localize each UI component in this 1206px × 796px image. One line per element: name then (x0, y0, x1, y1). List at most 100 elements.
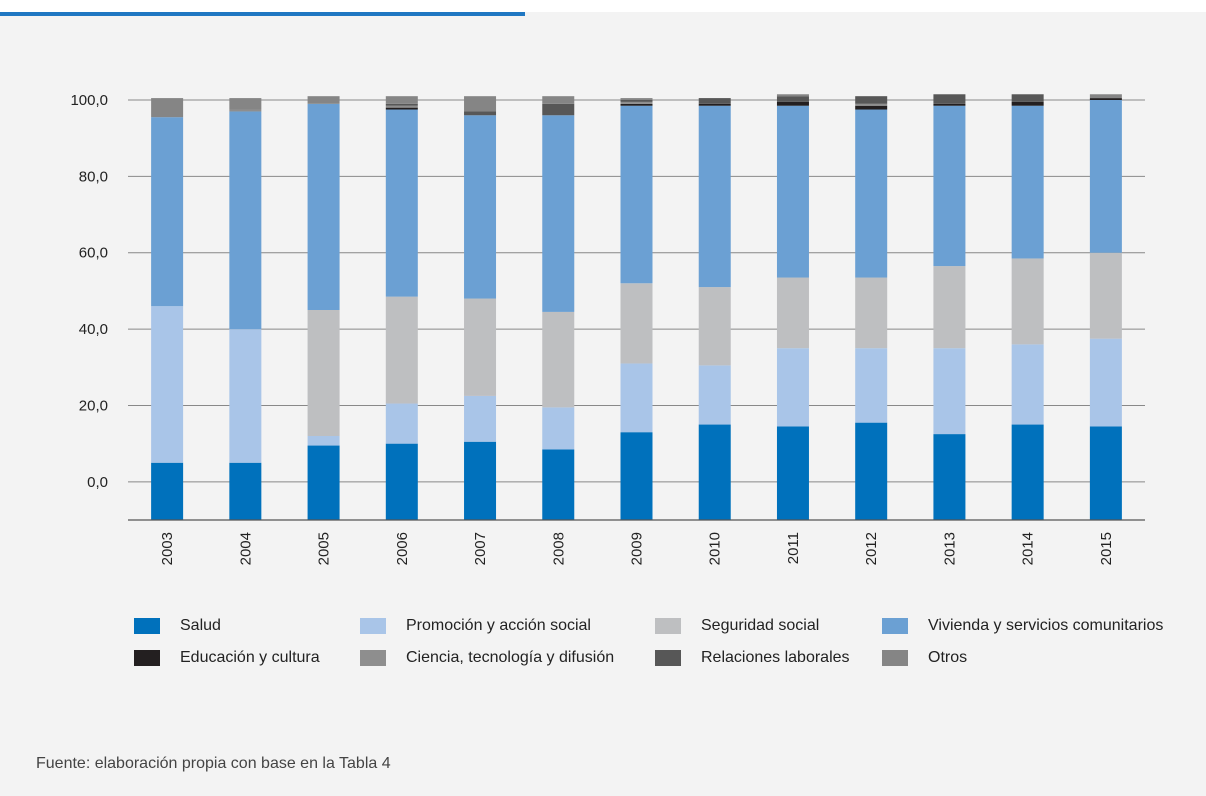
bar-segment (933, 348, 966, 435)
bar-segment (385, 403, 418, 444)
bar-segment (620, 105, 653, 284)
bar-segment (776, 426, 809, 520)
bar-segment (855, 277, 888, 349)
bar-segment (385, 107, 418, 110)
bar-segment (1011, 101, 1044, 106)
bar-segment (151, 98, 184, 118)
bar-segment (229, 462, 262, 520)
bar-segment (385, 96, 418, 104)
x-tick-label: 2004 (237, 532, 254, 565)
x-tick-label: 2005 (316, 532, 333, 565)
bar-segment (307, 445, 340, 520)
bar-segment (307, 96, 340, 104)
x-tick-label: 2008 (550, 532, 567, 565)
bar-segment (776, 277, 809, 349)
bar-segment (1011, 258, 1044, 345)
bar-segment (620, 363, 653, 433)
bar-segment (151, 117, 184, 307)
bar-segment (385, 296, 418, 404)
bar-segment (776, 105, 809, 278)
bar-segment (464, 298, 497, 396)
bar-segment (776, 96, 809, 102)
bar-segment (933, 105, 966, 267)
y-tick-label: 100,0 (70, 92, 108, 109)
source-note: Fuente: elaboración propia con base en l… (36, 755, 391, 772)
bar-segment (542, 311, 575, 408)
bar-segment (776, 101, 809, 106)
x-tick-label: 2009 (629, 532, 646, 565)
bar-segment (385, 105, 418, 108)
bar-segment (855, 103, 888, 106)
y-tick-label: 80,0 (79, 168, 108, 185)
bar-segment (933, 94, 966, 104)
bar-segment (307, 310, 340, 436)
bar-segment (307, 103, 340, 311)
x-tick-label: 2015 (1098, 532, 1115, 565)
bar-segment (464, 115, 497, 299)
bar-segment (933, 266, 966, 349)
x-tick-label: 2007 (472, 532, 489, 565)
bar-segment (464, 111, 497, 116)
bar-segment (1011, 424, 1044, 520)
x-tick-label: 2013 (941, 532, 958, 565)
bar-segment (620, 98, 653, 100)
bar-segment (542, 96, 575, 104)
bar-segment (542, 407, 575, 450)
bar-segment (933, 103, 966, 106)
bar-segment (855, 105, 888, 110)
bar-segment (620, 101, 653, 104)
bar-segment (855, 96, 888, 104)
bar-segment (542, 449, 575, 520)
bar-segment (229, 111, 262, 330)
bar-segment (1011, 344, 1044, 425)
bar-segment (464, 441, 497, 520)
bars (151, 94, 1122, 520)
bar-segment (855, 422, 888, 520)
bar-segment (229, 109, 262, 112)
bar-segment (229, 98, 262, 110)
bar-segment (698, 103, 731, 106)
bar-segment (1089, 252, 1122, 339)
bar-segment (620, 432, 653, 520)
bar-segment (1011, 94, 1044, 102)
bar-segment (229, 329, 262, 463)
bar-segment (620, 100, 653, 102)
chart-panel (0, 12, 1206, 796)
axes: 100,0 80,0 60,0 40,0 20,0 0,0 2003 2004 2005 2006… (70, 92, 1145, 565)
bar-segment (1089, 426, 1122, 520)
x-tick-label: 2011 (785, 532, 802, 564)
bar-segment (542, 115, 575, 312)
y-tick-label: 20,0 (79, 397, 108, 414)
bar-segment (776, 348, 809, 427)
x-tick-label: 2012 (863, 532, 880, 565)
bar-segment (385, 103, 418, 106)
bar-segment (776, 94, 809, 97)
bar-segment (1011, 105, 1044, 259)
bar-segment (698, 424, 731, 520)
y-tick-label: 40,0 (79, 321, 108, 338)
bar-segment (385, 109, 418, 297)
bar-segment (698, 98, 731, 104)
bar-segment (1089, 98, 1122, 100)
bar-segment (620, 103, 653, 106)
bar-segment (620, 283, 653, 364)
bar-segment (698, 105, 731, 288)
bar-segment (698, 287, 731, 366)
bar-segment (464, 96, 497, 112)
bar-segment (464, 395, 497, 442)
bar-segment (933, 434, 966, 520)
bar-segment (151, 462, 184, 520)
y-tick-label: 60,0 (79, 245, 108, 262)
bar-segment (1089, 100, 1122, 253)
bar-segment (385, 443, 418, 520)
bar-segment (151, 306, 184, 463)
bar-segment (855, 348, 888, 423)
bar-segment (542, 103, 575, 116)
x-tick-label: 2006 (394, 532, 411, 565)
y-tick-label: 0,0 (87, 474, 108, 491)
bar-segment (1089, 94, 1122, 99)
x-tick-label: 2014 (1020, 532, 1037, 565)
x-tick-label: 2010 (707, 532, 724, 565)
x-tick-label: 2003 (159, 532, 176, 565)
